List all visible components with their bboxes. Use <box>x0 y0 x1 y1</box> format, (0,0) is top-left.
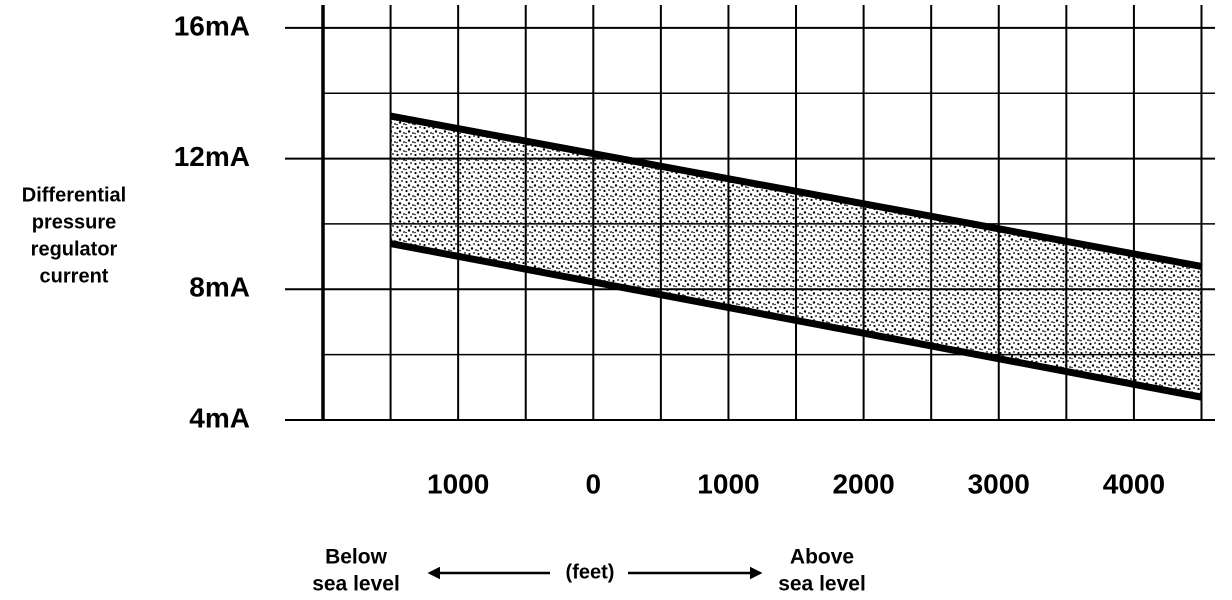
y-tick-label: 12mA <box>174 141 250 172</box>
x-tick-label: 1000 <box>427 468 489 499</box>
x-unit: (feet) <box>566 561 615 583</box>
x-tick-label: 0 <box>586 468 602 499</box>
right-note: sea level <box>778 573 866 596</box>
left-note: sea level <box>312 573 400 596</box>
band-edge <box>389 112 1203 270</box>
y-label: regulator <box>31 238 118 260</box>
x-tick-label: 4000 <box>1103 468 1165 499</box>
y-label: pressure <box>32 211 117 233</box>
x-tick-label: 2000 <box>832 468 894 499</box>
plot: 4mA 8mA 12mA 16mA 1000 0 1000 2000 3000 4000 <box>174 5 1215 499</box>
left-note: Below <box>325 546 388 569</box>
y-tick-label: 8mA <box>189 272 250 303</box>
band-edge <box>389 240 1203 401</box>
y-label: current <box>40 265 109 287</box>
x-tick-label: 3000 <box>968 468 1030 499</box>
y-label: Differential <box>22 184 126 206</box>
right-note: Above <box>790 546 854 569</box>
y-tick-label: 4mA <box>189 402 250 433</box>
y-tick-label: 16mA <box>174 10 250 41</box>
x-tick-label: 1000 <box>697 468 759 499</box>
